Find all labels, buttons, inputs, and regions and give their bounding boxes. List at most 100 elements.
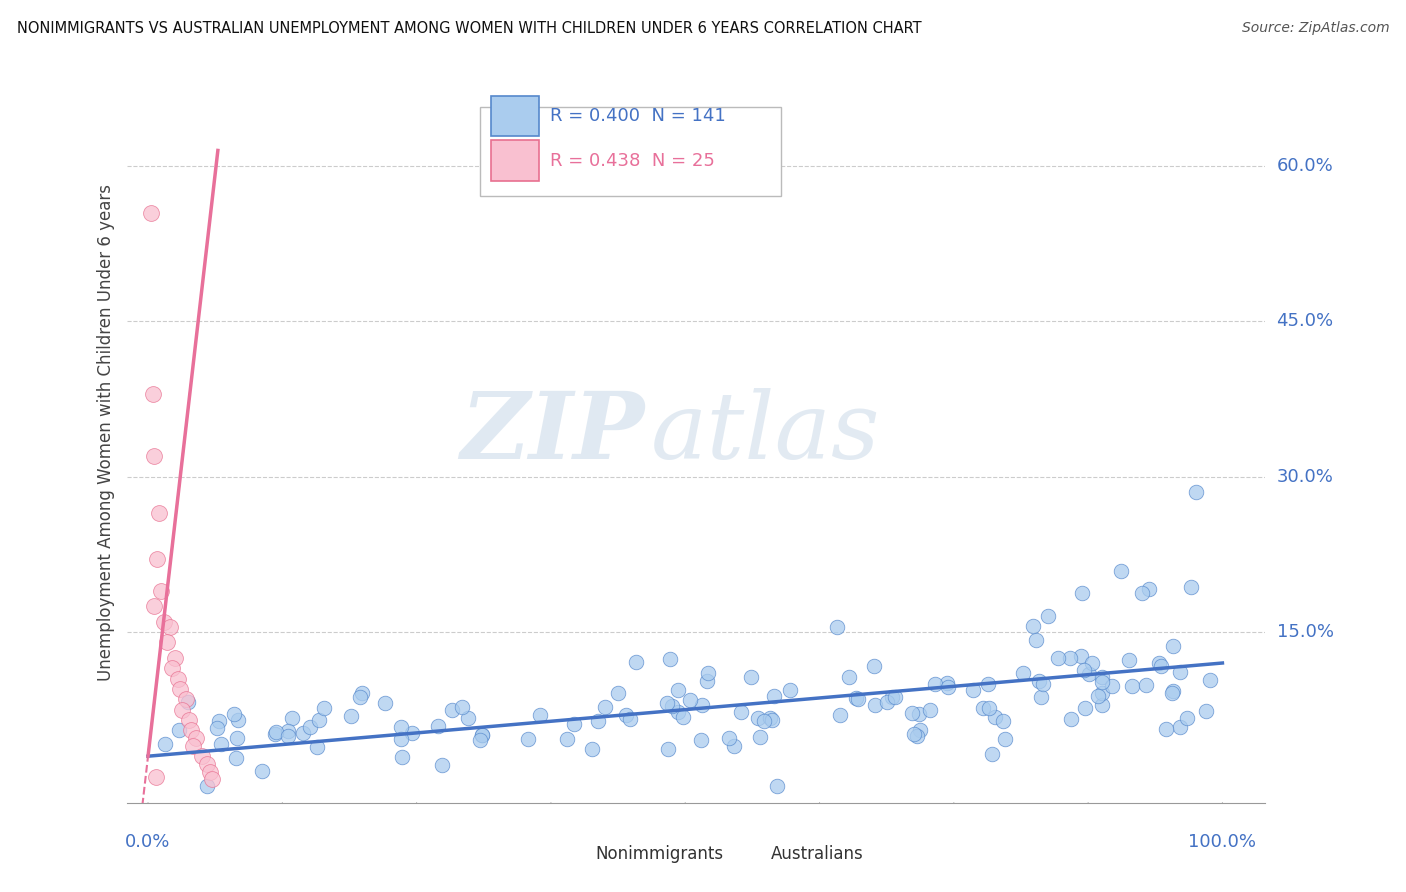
Point [938,680,960,694]
Point [779,682,801,697]
Point [1168,720,1191,734]
Point [177,713,200,727]
Point [766,779,789,793]
Point [977,677,1000,691]
Point [277,724,299,739]
Point [1031,690,1053,705]
Point [266,724,288,739]
FancyBboxPatch shape [491,140,538,181]
Point [153,615,176,629]
Point [145,770,167,784]
Text: Australians: Australians [770,845,863,863]
Point [690,698,713,712]
Point [225,750,247,764]
Point [457,711,479,725]
Point [661,698,683,713]
Point [471,728,494,742]
Point [1163,683,1185,698]
Text: 0.0%: 0.0% [125,833,170,851]
Point [1161,639,1184,653]
Point [593,699,616,714]
Point [172,703,194,717]
Text: ZIP: ZIP [461,388,645,477]
Point [666,706,689,720]
Point [747,711,769,725]
Point [717,731,740,745]
Point [862,659,884,673]
Point [299,720,322,734]
Point [169,723,191,737]
Point [201,772,224,786]
Point [1118,653,1140,667]
Point [1038,608,1060,623]
Point [672,710,695,724]
Point [1073,663,1095,677]
Point [141,205,163,219]
Point [148,506,170,520]
Point [761,714,783,728]
Point [562,717,585,731]
Point [935,675,957,690]
Point [529,707,551,722]
Point [1168,665,1191,679]
Point [224,707,246,722]
Point [962,683,984,698]
Point [1175,710,1198,724]
Point [581,741,603,756]
Point [910,723,932,738]
Point [908,707,931,722]
Point [180,723,202,738]
Text: Source: ZipAtlas.com: Source: ZipAtlas.com [1241,21,1389,36]
Text: 60.0%: 60.0% [1277,157,1333,175]
Point [186,731,208,745]
Point [657,742,679,756]
FancyBboxPatch shape [554,841,588,870]
Point [143,599,166,613]
Text: Nonimmigrants: Nonimmigrants [596,845,724,863]
Point [838,670,860,684]
Point [825,620,848,634]
Point [281,711,304,725]
Point [177,695,200,709]
Point [427,719,450,733]
Point [730,705,752,719]
Point [690,732,713,747]
Point [190,749,212,764]
Point [905,730,928,744]
Point [1137,582,1160,596]
Text: 30.0%: 30.0% [1277,467,1333,485]
Point [195,779,218,793]
Point [740,670,762,684]
Point [149,583,172,598]
Point [389,731,412,746]
Point [1070,649,1092,664]
Point [759,711,782,725]
Point [401,726,423,740]
Point [451,699,474,714]
Point [624,655,647,669]
Point [143,449,166,463]
Point [389,719,412,733]
Point [142,386,165,401]
Point [658,651,681,665]
Point [181,739,204,753]
Point [882,690,904,704]
Text: 45.0%: 45.0% [1277,312,1334,330]
Point [876,695,898,709]
Point [226,714,249,728]
Point [200,764,222,779]
Text: R = 0.400  N = 141: R = 0.400 N = 141 [550,107,725,125]
Point [614,707,637,722]
Point [1091,698,1114,712]
Y-axis label: Unemployment Among Women with Children Under 6 years: Unemployment Among Women with Children U… [97,184,115,681]
Point [901,706,924,721]
Text: NONIMMIGRANTS VS AUSTRALIAN UNEMPLOYMENT AMONG WOMEN WITH CHILDREN UNDER 6 YEARS: NONIMMIGRANTS VS AUSTRALIAN UNEMPLOYMENT… [17,21,921,37]
Point [250,764,273,778]
Point [264,727,287,741]
Point [994,732,1017,747]
Point [471,728,494,742]
Point [696,673,718,688]
Point [516,732,538,747]
FancyBboxPatch shape [730,841,765,870]
Point [205,721,228,735]
